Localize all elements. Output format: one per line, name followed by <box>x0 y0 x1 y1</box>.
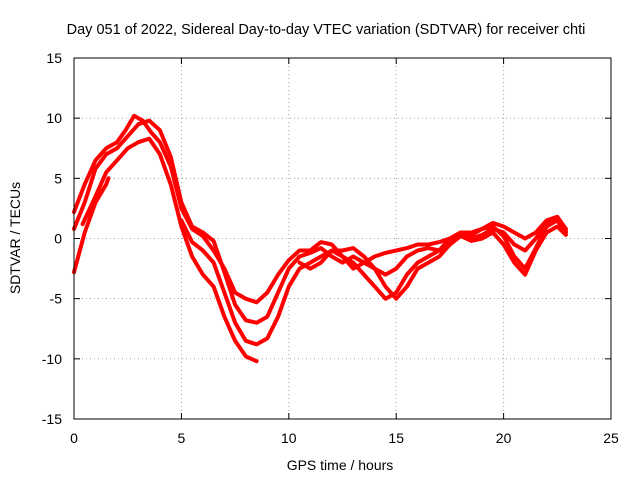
y-tick-label: 5 <box>54 170 62 186</box>
series-line-day-2 <box>72 118 568 325</box>
x-tick-label: 10 <box>281 430 297 446</box>
x-tick-label: 20 <box>496 430 512 446</box>
y-tick-label: 15 <box>46 50 62 66</box>
series-line-day-5 <box>179 218 568 347</box>
y-tick-label: -15 <box>42 411 62 427</box>
y-tick-label: -5 <box>50 291 63 307</box>
y-tick-label: -10 <box>42 351 62 367</box>
plot-frame <box>73 57 612 420</box>
x-tick-label: 0 <box>70 430 78 446</box>
x-tick-label: 5 <box>178 430 186 446</box>
chart-title: Day 051 of 2022, Sidereal Day-to-day VTE… <box>67 22 586 38</box>
series-line-day-6 <box>297 218 568 301</box>
x-tick-label: 25 <box>603 430 619 446</box>
series-line-day-3 <box>72 176 111 275</box>
series-line-day-4 <box>80 136 259 364</box>
x-tick-label: 15 <box>388 430 404 446</box>
y-axis-label: SDTVAR / TECUs <box>7 182 23 294</box>
y-tick-label: 0 <box>54 231 62 247</box>
axis-ticks: 0 5 10 15 20 25 -15 -10 -5 0 5 10 15 <box>42 50 619 446</box>
series-group <box>72 113 568 364</box>
x-axis-label: GPS time / hours <box>287 457 394 473</box>
series-line-day-1 <box>72 113 568 305</box>
y-tick-label: 10 <box>46 110 62 126</box>
grid-lines <box>74 58 611 419</box>
